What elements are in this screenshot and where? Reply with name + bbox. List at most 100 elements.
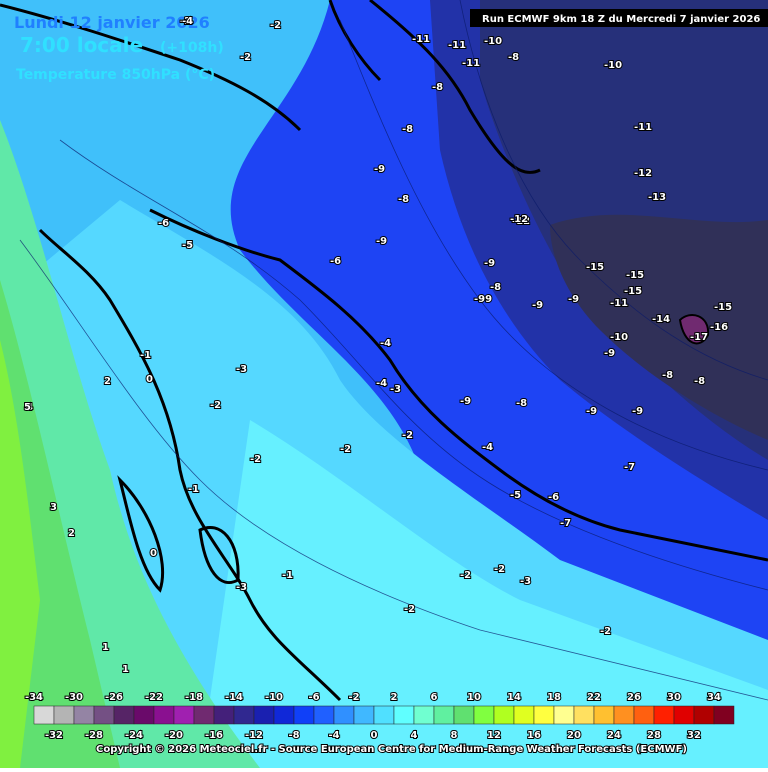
contour-label: -3 [236, 364, 247, 375]
contour-label: -7 [560, 518, 571, 529]
colorbar-tick-label: -16 [205, 730, 223, 741]
contour-label: -9 [484, 258, 495, 269]
colorbar-tick-label: 22 [587, 692, 601, 703]
contour-label: -2 [402, 430, 413, 441]
colorbar-swatch [433, 705, 455, 725]
contour-label: -1 [188, 484, 199, 495]
isotherms [19, 0, 768, 701]
colorbar-swatch [573, 705, 595, 725]
region-purple [678, 314, 710, 345]
colorbar-swatch [173, 705, 195, 725]
colorbar-swatch [353, 705, 375, 725]
colorbar-swatch [93, 705, 115, 725]
colorbar-tick-label: 20 [567, 730, 581, 741]
contour-label: -16 [710, 322, 728, 333]
colorbar-tick-label: -30 [65, 692, 83, 703]
contour-label: -2 [240, 52, 251, 63]
date: Lundi 12 janvier 2026 [14, 13, 210, 32]
contour-label: -2 [460, 570, 471, 581]
contour-label: -8 [516, 398, 527, 409]
colorbar-swatch [593, 705, 615, 725]
contour-label: -13 [648, 192, 666, 203]
contour-label: -17 [690, 332, 708, 343]
colorbar-tick-label: -24 [125, 730, 143, 741]
contour-label: -12 [510, 214, 528, 225]
contour-label: 3 [50, 502, 57, 513]
colorbar-swatch [253, 705, 275, 725]
colorbar-tick-label: -32 [45, 730, 63, 741]
contour-label: -3 [390, 384, 401, 395]
contour-label: -10 [484, 36, 502, 47]
contour-label: 0 [146, 374, 153, 385]
contour-label: -2 [250, 454, 261, 465]
contour-label: -2 [340, 444, 351, 455]
contour-label: 2 [104, 376, 111, 387]
contour-label: -5 [182, 240, 193, 251]
contour-label: -1 [282, 570, 293, 581]
contour-label: -6 [158, 218, 169, 229]
contour-label: -8 [694, 376, 705, 387]
contour-label: -15 [626, 270, 644, 281]
colorbar-tick-label: 0 [371, 730, 378, 741]
contour-label: -2 [600, 626, 611, 637]
contour-label: -6 [548, 492, 559, 503]
colorbar-tick-label: -4 [328, 730, 339, 741]
contour-label: -1 [140, 350, 151, 361]
colorbar-tick-label: 14 [507, 692, 521, 703]
contour-label: -3 [520, 576, 531, 587]
colorbar-swatch [213, 705, 235, 725]
contour-label: -10 [604, 60, 622, 71]
contour-labels: -2-4 -2-2-11 -10-11-8-11 -10-8-8-9-8-11-12-… [23, 15, 733, 676]
contour-label: 1 [122, 664, 129, 675]
colorbar-swatch [613, 705, 635, 725]
contour-label: -9 [604, 348, 615, 359]
colorbar-swatch [33, 705, 55, 725]
colorbar-swatch [273, 705, 295, 725]
contour-label: -8 [508, 52, 519, 63]
region-pale [200, 420, 768, 768]
colorbar-swatch [53, 705, 75, 725]
lead-time: (+108h) [160, 40, 224, 56]
contour-label: -9 [460, 396, 471, 407]
contour-label: -8 [402, 124, 413, 135]
colorbar-tick-label: 2 [391, 692, 398, 703]
contour-label: -8 [662, 370, 673, 381]
colorbar-swatch [453, 705, 475, 725]
colorbar-tick-label: -14 [225, 692, 243, 703]
colorbar-tick-label: -28 [85, 730, 103, 741]
colorbar-tick-label: -10 [265, 692, 283, 703]
contour-label: -11 [412, 34, 430, 45]
contour-label: -99 [474, 294, 492, 305]
colorbar-swatch [73, 705, 95, 725]
colorbar-tick-label: 30 [667, 692, 681, 703]
colorbar-swatch [513, 705, 535, 725]
colorbar-swatch [693, 705, 715, 725]
contour-label: -9 [532, 300, 543, 311]
colorbar-tick-label: 8 [451, 730, 458, 741]
colorbar-tick-label: -8 [288, 730, 299, 741]
contour-label: -2 [210, 400, 221, 411]
contour-label: -9 [374, 164, 385, 175]
contour-label: -10 [610, 332, 628, 343]
contour-label: -15 [714, 302, 732, 313]
contour-label: -8 [490, 282, 501, 293]
region-bright-green [0, 340, 40, 768]
contour-label: -8 [432, 82, 443, 93]
colorbar-tick-label: -26 [105, 692, 123, 703]
contour-label: -4 [482, 442, 493, 453]
colorbar-swatch [313, 705, 335, 725]
contour-label: -15 [624, 286, 642, 297]
contour-label: -7 [624, 462, 635, 473]
colorbar-swatch [153, 705, 175, 725]
contour-label: -5 [510, 490, 521, 501]
colorbar-swatch [653, 705, 675, 725]
contour-label: -12 [634, 168, 652, 179]
colorbar-swatch [373, 705, 395, 725]
copyright: Copyright © 2026 Meteociel.fr - Source E… [96, 744, 687, 755]
colorbar-tick-label: -12 [245, 730, 263, 741]
contour-label: -15 [586, 262, 604, 273]
colorbar-swatch [133, 705, 155, 725]
colorbar-swatch [393, 705, 415, 725]
contour-label: -8 [398, 194, 409, 205]
